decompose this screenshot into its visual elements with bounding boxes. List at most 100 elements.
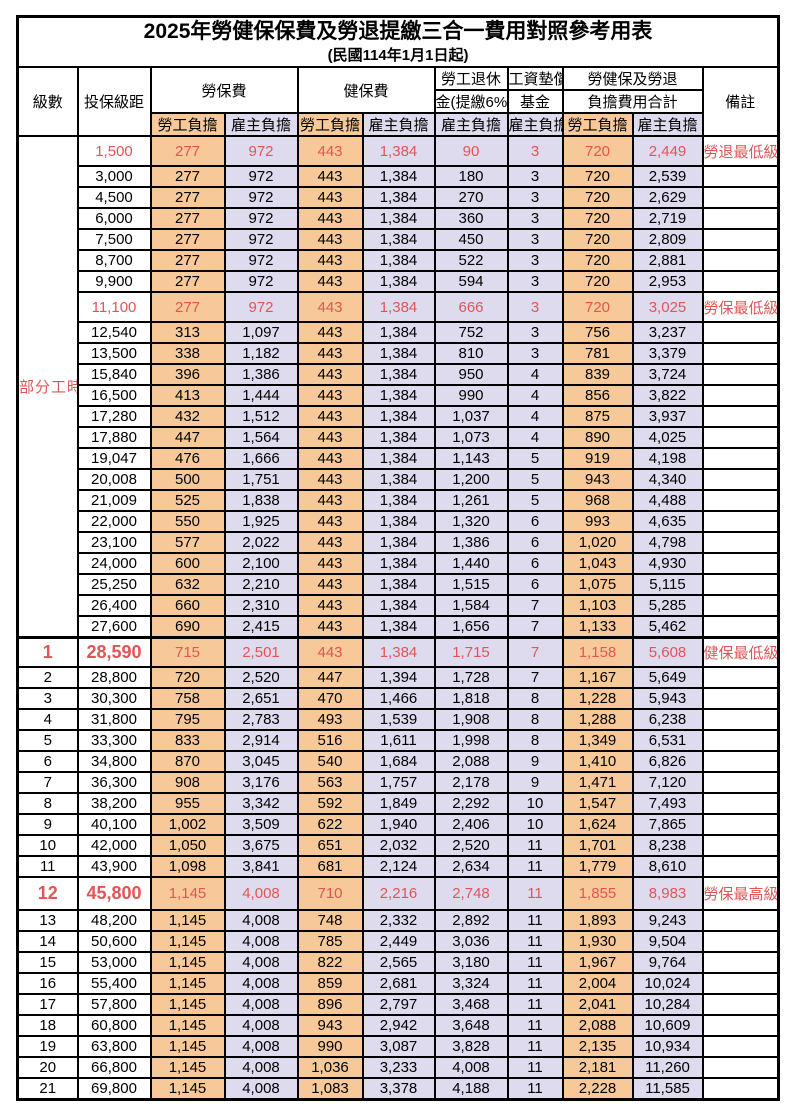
cell-pension-employer: 1,908 — [433, 708, 509, 732]
cell-health-employee: 443 — [296, 531, 364, 555]
cell-health-employee: 443 — [296, 249, 364, 273]
cell-labor-employee: 277 — [149, 165, 226, 189]
cell-wage-fund-employer: 7 — [506, 666, 564, 690]
cell-level: 6 — [16, 750, 79, 774]
cell-remark — [701, 855, 780, 879]
table-row: 8 38,200 955 3,342 592 1,849 2,292 10 1,547 7,493 — [16, 792, 780, 816]
cell-remark — [701, 930, 780, 954]
cell-health-employee: 443 — [296, 635, 364, 669]
cell-health-employer: 2,332 — [361, 909, 436, 933]
cell-pension-employer: 522 — [433, 249, 509, 273]
table-row: 12 45,800 1,145 4,008 710 2,216 2,748 11 1,855 8,… — [16, 876, 780, 912]
cell-salary-bracket: 27,600 — [76, 615, 152, 639]
cell-health-employer: 1,384 — [361, 249, 436, 273]
cell-labor-employer: 3,841 — [223, 855, 299, 879]
cell-health-employee: 651 — [296, 834, 364, 858]
cell-health-employer: 1,384 — [361, 510, 436, 534]
cell-labor-employer: 2,100 — [223, 552, 299, 576]
table-row: 8,700 277 972 443 1,384 522 3 720 2,881 — [18, 249, 780, 273]
cell-wage-fund-employer: 4 — [506, 384, 564, 408]
cell-health-employer: 1,384 — [361, 207, 436, 231]
cell-labor-employee: 690 — [149, 615, 226, 639]
cell-remark: 健保最低級距 — [701, 635, 780, 669]
cell-remark: 勞保最高級距 — [701, 876, 780, 912]
table-row: 27,600 690 2,415 443 1,384 1,656 7 1,133 5,462 — [18, 615, 780, 639]
cell-pension-employer: 1,728 — [433, 666, 509, 690]
cell-labor-employee: 577 — [149, 531, 226, 555]
cell-health-employer: 1,384 — [361, 135, 436, 168]
cell-total-employer: 5,115 — [631, 573, 704, 597]
cell-total-employer: 10,934 — [631, 1035, 704, 1059]
cell-total-employee: 1,930 — [561, 930, 634, 954]
cell-labor-employee: 1,145 — [149, 1014, 226, 1038]
cell-total-employer: 8,610 — [631, 855, 704, 879]
cell-health-employer: 3,233 — [361, 1056, 436, 1080]
cell-labor-employee: 758 — [149, 687, 226, 711]
cell-remark — [701, 531, 780, 555]
cell-salary-bracket: 63,800 — [76, 1035, 152, 1059]
cell-wage-fund-employer: 9 — [506, 771, 564, 795]
cell-health-employee: 443 — [296, 573, 364, 597]
cell-pension-employer: 990 — [433, 384, 509, 408]
cell-labor-employer: 2,914 — [223, 729, 299, 753]
table-row: 3 30,300 758 2,651 470 1,466 1,818 8 1,228 5,943 — [16, 687, 780, 711]
subheader-labor-employer: 雇主負擔 — [223, 112, 299, 138]
cell-remark — [701, 270, 780, 294]
cell-pension-employer: 1,320 — [433, 510, 509, 534]
cell-labor-employee: 1,145 — [149, 951, 226, 975]
cell-labor-employer: 1,097 — [223, 321, 299, 345]
cell-remark — [701, 708, 780, 732]
cell-pension-employer: 2,088 — [433, 750, 509, 774]
table-row: 21 69,800 1,145 4,008 1,083 3,378 4,188 11 2,228… — [16, 1077, 780, 1101]
cell-health-employer: 1,384 — [361, 291, 436, 324]
cell-pension-employer: 1,440 — [433, 552, 509, 576]
cell-salary-bracket: 33,300 — [76, 729, 152, 753]
cell-health-employee: 443 — [296, 594, 364, 618]
cell-health-employee: 470 — [296, 687, 364, 711]
cell-health-employee: 990 — [296, 1035, 364, 1059]
cell-labor-employer: 4,008 — [223, 876, 299, 912]
cell-total-employee: 720 — [561, 186, 634, 210]
cell-total-employee: 1,701 — [561, 834, 634, 858]
col-header-health-insurance: 健保費 — [296, 66, 436, 115]
cell-pension-employer: 2,634 — [433, 855, 509, 879]
page-subtitle: (民國114年1月1日起) — [327, 47, 469, 65]
cell-salary-bracket: 30,300 — [76, 687, 152, 711]
cell-salary-bracket: 66,800 — [76, 1056, 152, 1080]
cell-pension-employer: 1,715 — [433, 635, 509, 669]
cell-health-employer: 2,124 — [361, 855, 436, 879]
table-row: 20,008 500 1,751 443 1,384 1,200 5 943 4,340 — [18, 468, 780, 492]
cell-health-employer: 1,394 — [361, 666, 436, 690]
cell-health-employer: 1,384 — [361, 468, 436, 492]
cell-salary-bracket: 34,800 — [76, 750, 152, 774]
table-row: 24,000 600 2,100 443 1,384 1,440 6 1,043 4,930 — [18, 552, 780, 576]
cell-level: 11 — [16, 855, 79, 879]
cell-total-employer: 10,024 — [631, 972, 704, 996]
cell-health-employee: 443 — [296, 207, 364, 231]
cell-labor-employee: 413 — [149, 384, 226, 408]
cell-health-employer: 2,797 — [361, 993, 436, 1017]
cell-pension-employer: 3,180 — [433, 951, 509, 975]
cell-salary-bracket: 6,000 — [76, 207, 152, 231]
cell-total-employee: 1,410 — [561, 750, 634, 774]
cell-salary-bracket: 21,009 — [76, 489, 152, 513]
cell-health-employer: 1,384 — [361, 531, 436, 555]
cell-remark — [701, 909, 780, 933]
cell-wage-fund-employer: 11 — [506, 834, 564, 858]
cell-salary-bracket: 43,900 — [76, 855, 152, 879]
col-header-total-line2: 負擔費用合計 — [561, 89, 704, 115]
cell-total-employer: 8,983 — [631, 876, 704, 912]
cell-health-employee: 516 — [296, 729, 364, 753]
table-row: 21,009 525 1,838 443 1,384 1,261 5 968 4,488 — [18, 489, 780, 513]
cell-total-employer: 2,719 — [631, 207, 704, 231]
header-row-1: 級數 投保級距 勞保費 健保費 勞工退休 工資墊償 勞健保及勞退 備註 — [16, 66, 780, 138]
cell-total-employer: 7,865 — [631, 813, 704, 837]
header-row-3: 勞工負擔 雇主負擔 勞工負擔 雇主負擔 雇主負擔 雇主負擔 勞工負擔 雇主負擔 — [18, 112, 779, 138]
cell-total-employee: 1,228 — [561, 687, 634, 711]
cell-health-employer: 2,942 — [361, 1014, 436, 1038]
cell-pension-employer: 180 — [433, 165, 509, 189]
cell-health-employee: 443 — [296, 186, 364, 210]
cell-health-employer: 1,684 — [361, 750, 436, 774]
cell-total-employer: 7,493 — [631, 792, 704, 816]
